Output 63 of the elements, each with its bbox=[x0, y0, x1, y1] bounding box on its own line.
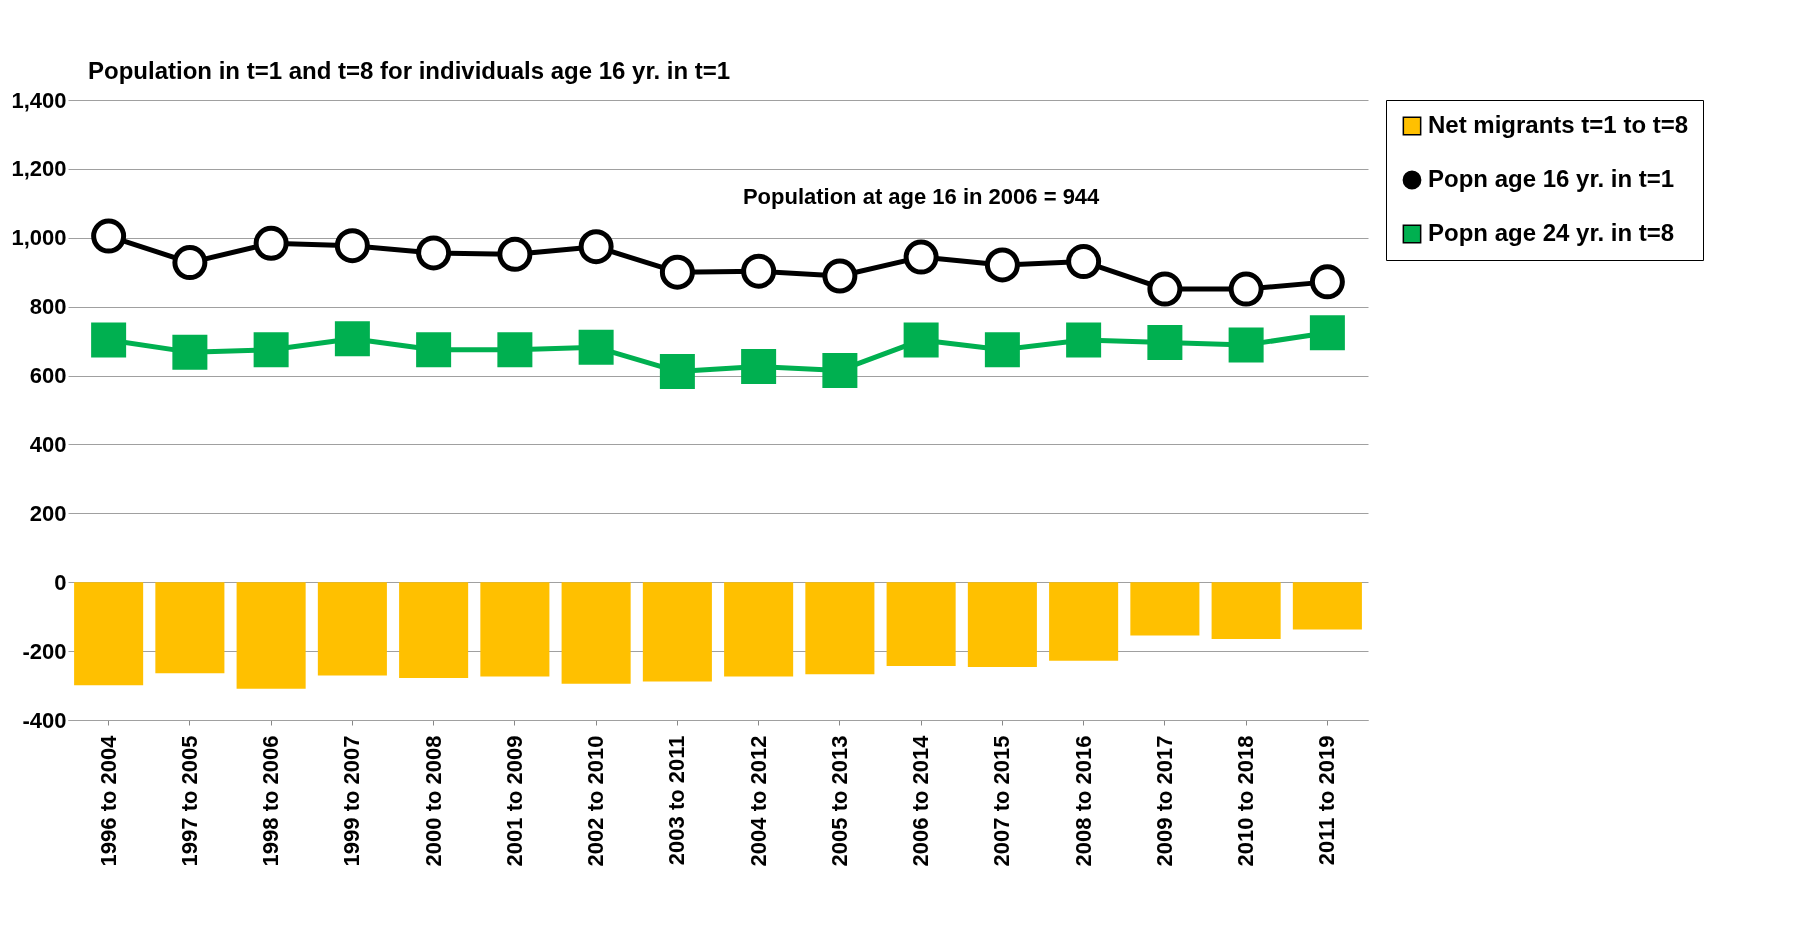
y-tick-label: 1,200 bbox=[11, 156, 67, 182]
point bbox=[416, 235, 452, 271]
y-tick-label: 400 bbox=[29, 431, 67, 457]
point bbox=[1147, 324, 1183, 360]
point bbox=[172, 334, 208, 370]
x-tick-label: 2003 to 2011 bbox=[664, 735, 690, 866]
x-tick-label: 1999 to 2007 bbox=[339, 735, 365, 867]
point bbox=[1228, 327, 1264, 363]
point bbox=[91, 218, 127, 254]
point bbox=[1309, 315, 1345, 351]
x-tick-label: 2008 to 2016 bbox=[1070, 735, 1096, 867]
point bbox=[334, 228, 370, 264]
x-tick-label: 2011 to 2019 bbox=[1314, 735, 1340, 866]
point bbox=[578, 229, 614, 265]
point bbox=[172, 245, 208, 281]
point bbox=[984, 332, 1020, 368]
point bbox=[253, 225, 289, 261]
x-tick-label: 1998 to 2006 bbox=[258, 735, 284, 867]
point bbox=[1147, 271, 1183, 307]
x-tick-label: 2000 to 2008 bbox=[420, 735, 446, 867]
point bbox=[822, 258, 858, 294]
legend-label: Net migrants t=1 to t=8 bbox=[1428, 111, 1689, 138]
point bbox=[903, 239, 939, 275]
point bbox=[497, 332, 533, 368]
y-tick-label: -400 bbox=[22, 707, 67, 733]
x-tick-label: 2001 to 2009 bbox=[501, 735, 527, 867]
x-tick-label: 2006 to 2014 bbox=[908, 734, 934, 867]
point bbox=[984, 247, 1020, 283]
y-tick-label: 600 bbox=[29, 363, 67, 389]
point bbox=[1066, 322, 1102, 358]
x-tick-label: 2002 to 2010 bbox=[583, 735, 609, 867]
point bbox=[1066, 244, 1102, 280]
annotation: Population at age 16 in 2006 = 944 bbox=[742, 184, 1101, 210]
y-tick-label: 800 bbox=[29, 294, 67, 320]
y-tick-label: 200 bbox=[29, 500, 67, 526]
point bbox=[578, 329, 614, 365]
point bbox=[1309, 264, 1345, 300]
point bbox=[91, 322, 127, 358]
y-tick-label: -200 bbox=[22, 638, 67, 664]
x-tick-label: 2009 to 2017 bbox=[1151, 735, 1177, 867]
point bbox=[1228, 271, 1264, 307]
text: Population in t=1 and t=8 for individuals age 16 yr. in t=1 bbox=[88, 57, 731, 84]
point bbox=[741, 349, 777, 385]
point bbox=[659, 254, 695, 290]
point bbox=[659, 353, 695, 389]
x-tick-label: 1997 to 2005 bbox=[176, 735, 202, 867]
point bbox=[253, 332, 289, 368]
point bbox=[497, 236, 533, 272]
x-tick-label: 2007 to 2015 bbox=[989, 735, 1015, 867]
x-tick-label: 2005 to 2013 bbox=[826, 735, 852, 867]
x-tick-label: 2010 to 2018 bbox=[1233, 735, 1259, 867]
point bbox=[416, 332, 452, 368]
point bbox=[903, 322, 939, 358]
y-tick-label: 1,000 bbox=[11, 225, 67, 251]
x-tick-label: 2004 to 2012 bbox=[745, 735, 771, 867]
x-tick-label: 1996 to 2004 bbox=[95, 734, 121, 867]
legend-label: Popn age 16 yr. in t=1 bbox=[1428, 165, 1675, 192]
point bbox=[741, 253, 777, 289]
y-tick-label: 1,400 bbox=[11, 87, 67, 113]
legend-label: Popn age 24 yr. in t=8 bbox=[1428, 219, 1675, 246]
y-tick-label: 0 bbox=[54, 569, 67, 595]
point bbox=[822, 352, 858, 388]
point bbox=[334, 321, 370, 357]
